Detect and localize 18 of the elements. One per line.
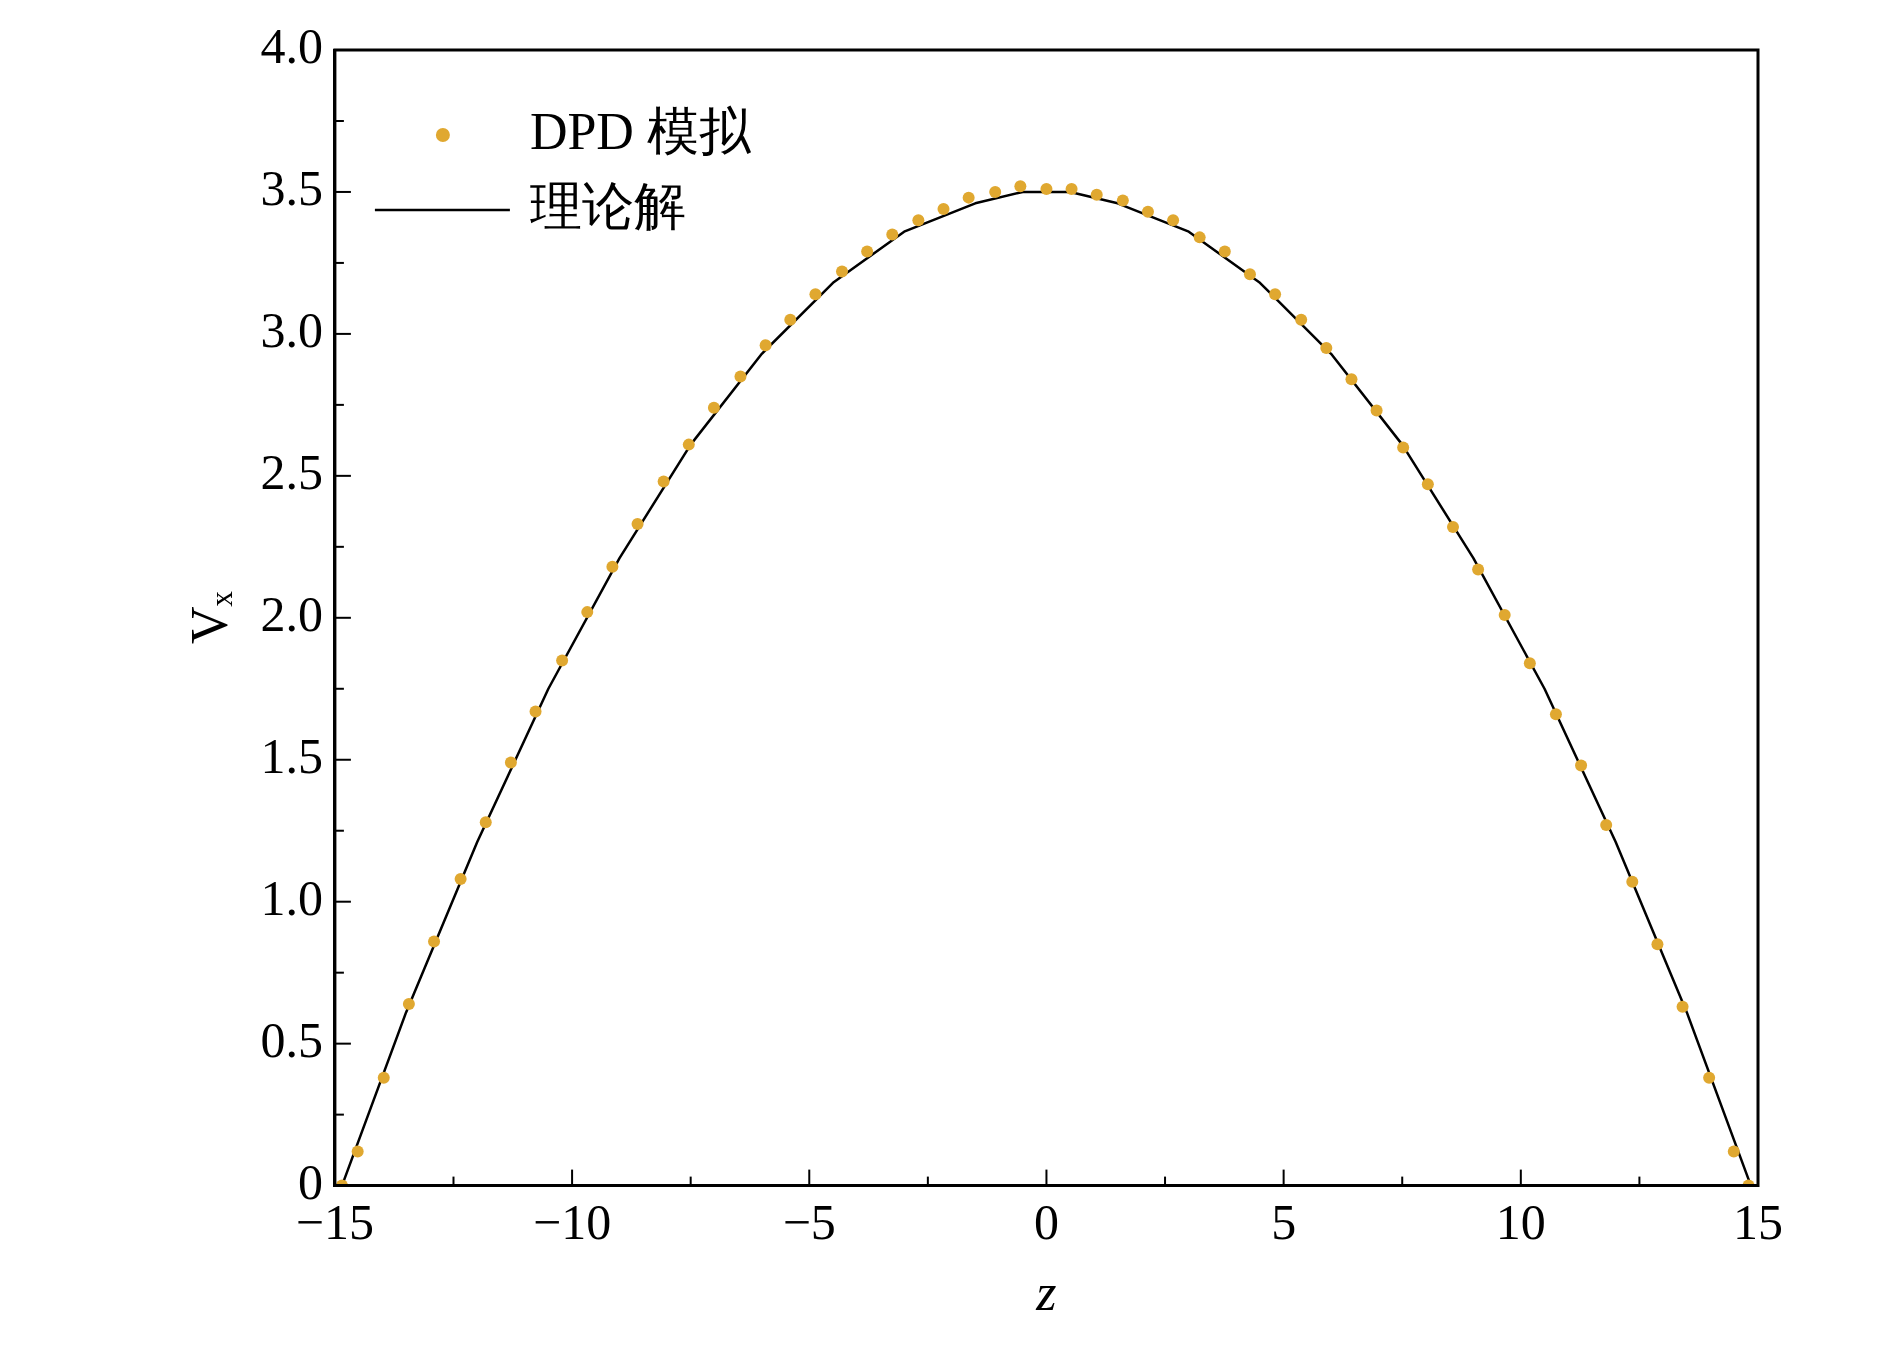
x-tick-label: 5 <box>1271 1193 1297 1250</box>
x-axis-title: z <box>1035 1264 1057 1322</box>
y-tick-label: 1.0 <box>260 869 323 926</box>
x-tick-label: 0 <box>1033 1193 1059 1250</box>
y-tick-label: 3.5 <box>260 160 323 217</box>
y-tick-label: 2.5 <box>260 443 323 500</box>
y-tick-label: 3.0 <box>260 302 323 359</box>
y-tick-label: 0.5 <box>260 1011 323 1068</box>
legend-label: 理论解 <box>529 177 686 235</box>
y-tick-label: 4.0 <box>260 18 323 75</box>
y-tick-label: 1.5 <box>260 727 323 784</box>
y-axis-title: Vₓ <box>180 590 238 645</box>
x-tick-label: 15 <box>1733 1193 1783 1250</box>
y-tick-label: 2.0 <box>260 585 323 642</box>
x-tick-label: −10 <box>532 1193 612 1250</box>
x-tick-label: −5 <box>782 1193 836 1250</box>
x-tick-label: 10 <box>1495 1193 1546 1250</box>
legend-label: DPD 模拟 <box>529 102 752 160</box>
